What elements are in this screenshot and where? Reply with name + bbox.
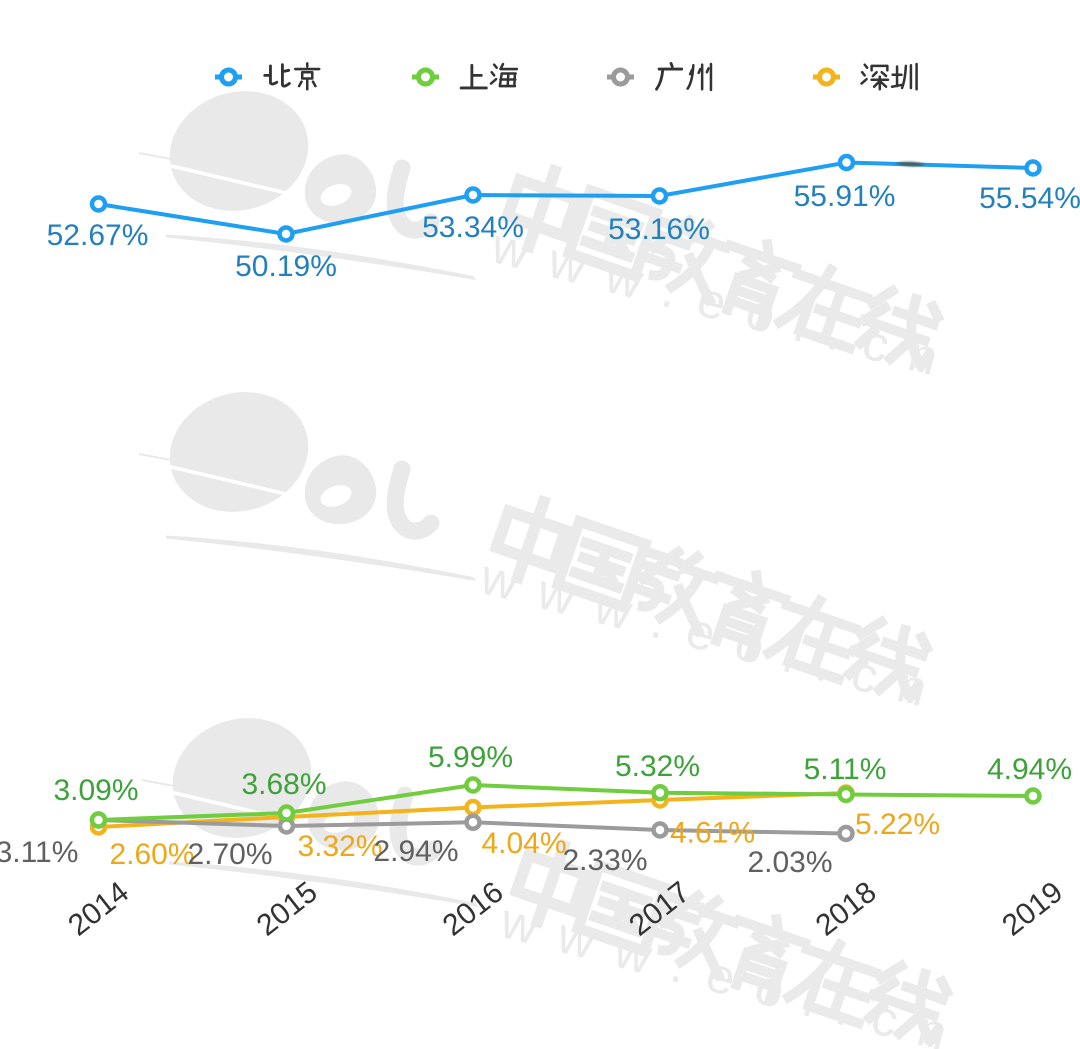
svg-text:3.68%: 3.68% — [241, 768, 326, 801]
svg-text:53.16%: 53.16% — [608, 213, 710, 246]
svg-text:4.94%: 4.94% — [987, 753, 1072, 786]
svg-text:3.11%: 3.11% — [0, 836, 78, 869]
svg-text:2.33%: 2.33% — [562, 844, 647, 877]
svg-text:3.09%: 3.09% — [53, 774, 138, 807]
svg-text:2.03%: 2.03% — [747, 846, 832, 879]
svg-text:55.91%: 55.91% — [794, 180, 896, 213]
svg-text:3.32%: 3.32% — [297, 830, 382, 863]
svg-text:4.61%: 4.61% — [670, 817, 755, 850]
svg-text:2.70%: 2.70% — [187, 838, 272, 871]
svg-text:52.67%: 52.67% — [47, 219, 149, 252]
svg-text:53.34%: 53.34% — [422, 211, 524, 244]
svg-text:55.54%: 55.54% — [979, 182, 1080, 215]
svg-text:5.11%: 5.11% — [804, 753, 887, 786]
svg-text:2.60%: 2.60% — [109, 838, 194, 871]
svg-text:50.19%: 50.19% — [235, 250, 337, 283]
svg-text:2.94%: 2.94% — [373, 835, 458, 868]
svg-text:4.04%: 4.04% — [481, 827, 566, 860]
svg-text:5.22%: 5.22% — [855, 808, 940, 841]
svg-text:5.99%: 5.99% — [428, 741, 513, 774]
svg-text:5.32%: 5.32% — [615, 750, 700, 783]
